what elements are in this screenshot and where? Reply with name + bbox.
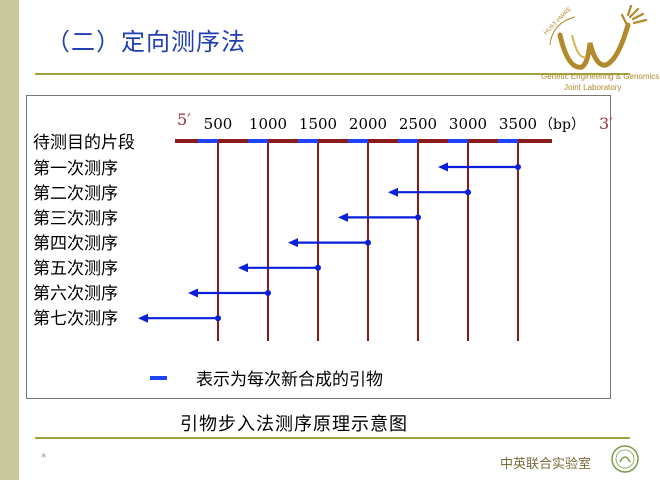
arrowhead-5 — [238, 263, 248, 273]
diagram-caption: 引物步入法测序原理示意图 — [180, 414, 408, 435]
tick-label-3500: 3500 — [499, 115, 537, 133]
left-accent-bar — [0, 0, 19, 480]
unit-label: （bp） — [539, 117, 585, 133]
lab-seal — [611, 445, 639, 473]
sequencing-arrow-7 — [138, 313, 221, 323]
tick-label-500: 500 — [204, 115, 233, 133]
legend-text: 表示为每次新合成的引物 — [196, 370, 383, 390]
bottom-divider — [35, 437, 630, 439]
sequencing-round-label-6: 第六次测序 — [33, 284, 118, 304]
arrowhead-2 — [388, 187, 398, 197]
sequencing-round-label-1: 第一次测序 — [33, 159, 118, 179]
arrow-origin-dot-1 — [515, 164, 521, 170]
tick-label-1500: 1500 — [299, 115, 337, 133]
sequencing-arrow-1 — [438, 162, 521, 172]
sequencing-arrow-3 — [338, 212, 421, 222]
arrowhead-4 — [288, 238, 298, 248]
sequencing-arrow-4 — [288, 238, 371, 248]
target-fragment-label: 待测目的片段 — [33, 133, 135, 153]
arrowhead-1 — [438, 162, 448, 172]
three-prime-label: 3′ — [599, 114, 613, 133]
sequencing-arrow-6 — [188, 288, 271, 298]
arrow-origin-dot-7 — [215, 315, 221, 322]
five-prime-label: 5′ — [177, 110, 191, 129]
tick-label-1000: 1000 — [249, 115, 287, 133]
sequencing-round-label-7: 第七次测序 — [33, 309, 118, 329]
lab-logo: HUST-HWRE — [543, 5, 648, 70]
sequencing-round-label-3: 第三次测序 — [33, 209, 118, 229]
footer-lab-name: 中英联合实验室 — [500, 457, 592, 472]
arrowhead-3 — [338, 212, 348, 222]
arrow-origin-dot-2 — [465, 189, 471, 196]
logo-text-line1: Genetic Engineering & Genomics — [541, 72, 660, 81]
sequencing-round-label-5: 第五次测序 — [33, 259, 118, 279]
logo-text-line2: Joint Laboratory — [564, 83, 622, 92]
arrow-origin-dot-5 — [315, 264, 321, 271]
tick-label-2500: 2500 — [399, 115, 437, 133]
arrow-origin-dot-3 — [415, 214, 421, 221]
sequencing-round-label-4: 第四次测序 — [33, 234, 118, 254]
top-divider — [35, 73, 630, 75]
sequencing-arrow-5 — [238, 263, 321, 273]
arrow-origin-dot-6 — [265, 290, 271, 296]
tick-label-2000: 2000 — [349, 115, 387, 133]
sequencing-round-label-2: 第二次测序 — [33, 184, 118, 204]
slide-number-marker: * — [41, 451, 47, 464]
tick-label-3000: 3000 — [449, 115, 487, 133]
arrow-origin-dot-4 — [365, 239, 371, 246]
sequencing-arrow-2 — [388, 187, 471, 197]
arrowhead-6 — [188, 288, 198, 298]
arrowhead-7 — [138, 313, 148, 323]
slide-title: （二）定向测序法 — [46, 28, 246, 56]
